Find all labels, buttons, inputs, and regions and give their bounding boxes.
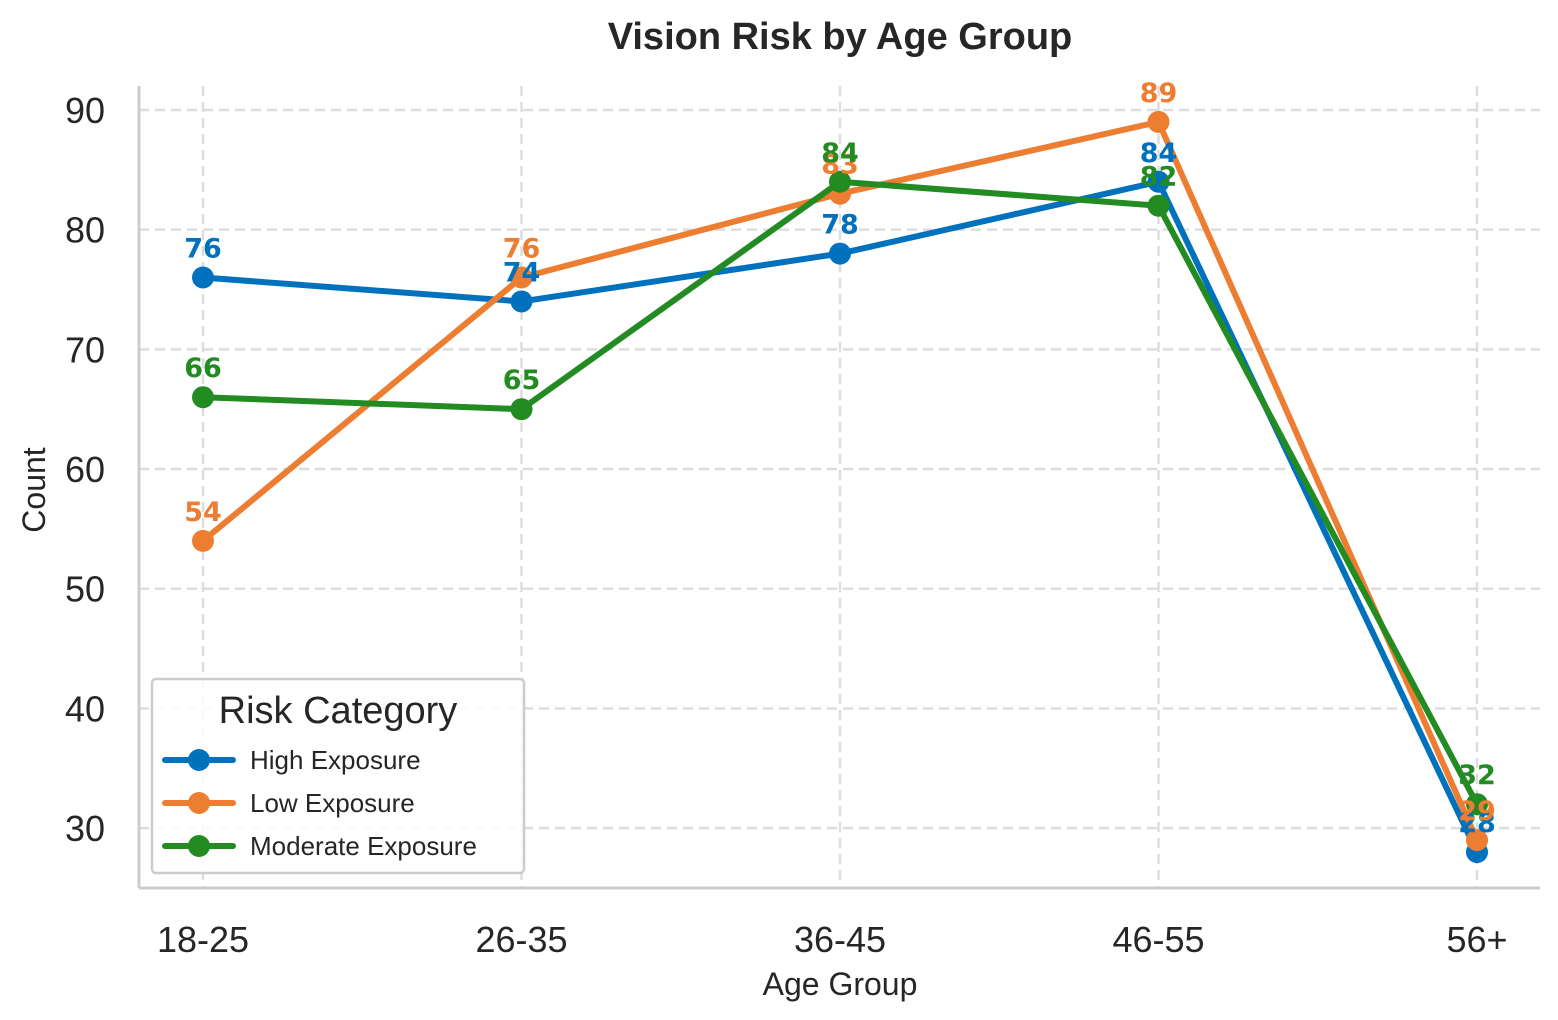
y-axis-label: Count bbox=[16, 447, 52, 533]
x-axis-label: Age Group bbox=[763, 966, 918, 1002]
x-tick-label: 18-25 bbox=[157, 919, 249, 960]
data-point bbox=[1466, 793, 1488, 816]
data-point bbox=[1147, 110, 1170, 133]
chart-title: Vision Risk by Age Group bbox=[608, 16, 1073, 58]
legend-box bbox=[150, 677, 526, 875]
data-label: 83 bbox=[821, 150, 859, 181]
data-label: 29 bbox=[1458, 796, 1496, 827]
x-tick-label: 56+ bbox=[1446, 919, 1507, 960]
legend-label: Moderate Exposure bbox=[250, 831, 477, 861]
data-label: 82 bbox=[1140, 162, 1178, 193]
data-label: 76 bbox=[184, 234, 222, 265]
legend-title: Risk Category bbox=[219, 690, 458, 732]
data-point bbox=[1147, 194, 1170, 217]
y-tick-label: 90 bbox=[65, 90, 105, 131]
data-label: 54 bbox=[184, 497, 222, 528]
y-tick-label: 40 bbox=[65, 688, 105, 729]
y-tick-label: 30 bbox=[65, 808, 105, 849]
data-point bbox=[192, 266, 214, 289]
y-tick-labels: 30 40 50 60 70 80 90 bbox=[65, 90, 105, 849]
legend-swatch-marker bbox=[188, 835, 210, 857]
legend-label: Low Exposure bbox=[250, 788, 415, 818]
legend-item: Low Exposure bbox=[162, 788, 415, 818]
x-tick-label: 36-45 bbox=[794, 919, 886, 960]
x-tick-label: 46-55 bbox=[1112, 919, 1204, 960]
data-label: 78 bbox=[821, 210, 859, 241]
data-point bbox=[829, 242, 851, 265]
y-tick-label: 60 bbox=[65, 449, 105, 490]
data-label: 84 bbox=[1140, 138, 1178, 169]
data-label: 65 bbox=[503, 365, 541, 396]
legend-item: Moderate Exposure bbox=[162, 831, 477, 861]
data-point bbox=[1466, 829, 1488, 852]
series-layer bbox=[192, 110, 1488, 864]
x-tick-label: 26-35 bbox=[475, 919, 567, 960]
data-point bbox=[510, 398, 533, 421]
series-moderate-exposure bbox=[192, 170, 1488, 816]
y-tick-label: 50 bbox=[65, 569, 105, 610]
legend-swatch-marker bbox=[188, 749, 210, 771]
data-point bbox=[510, 290, 533, 313]
data-point bbox=[829, 170, 851, 193]
data-label: 74 bbox=[503, 257, 541, 288]
data-point bbox=[510, 266, 533, 289]
data-label: 28 bbox=[1458, 808, 1496, 839]
data-label: 89 bbox=[1140, 78, 1178, 109]
x-tick-labels: 18-25 26-35 36-45 46-55 56+ bbox=[157, 919, 1508, 960]
legend-label: High Exposure bbox=[250, 745, 421, 775]
data-point bbox=[192, 529, 214, 552]
data-label: 66 bbox=[184, 353, 222, 384]
y-tick-label: 80 bbox=[65, 210, 105, 251]
legend-items: High Exposure Low Exposure Moderate Exposu… bbox=[162, 745, 477, 861]
data-point bbox=[1147, 170, 1170, 193]
legend-swatch-marker bbox=[188, 792, 210, 814]
data-label: 32 bbox=[1458, 760, 1496, 791]
legend-item: High Exposure bbox=[162, 745, 421, 775]
legend: Risk Category High Exposure Low Exposure M… bbox=[150, 677, 526, 875]
y-tick-label: 70 bbox=[65, 329, 105, 370]
data-label: 84 bbox=[821, 138, 859, 169]
data-point bbox=[192, 386, 214, 409]
data-label: 76 bbox=[503, 234, 541, 265]
axes-spines bbox=[137, 86, 1540, 890]
